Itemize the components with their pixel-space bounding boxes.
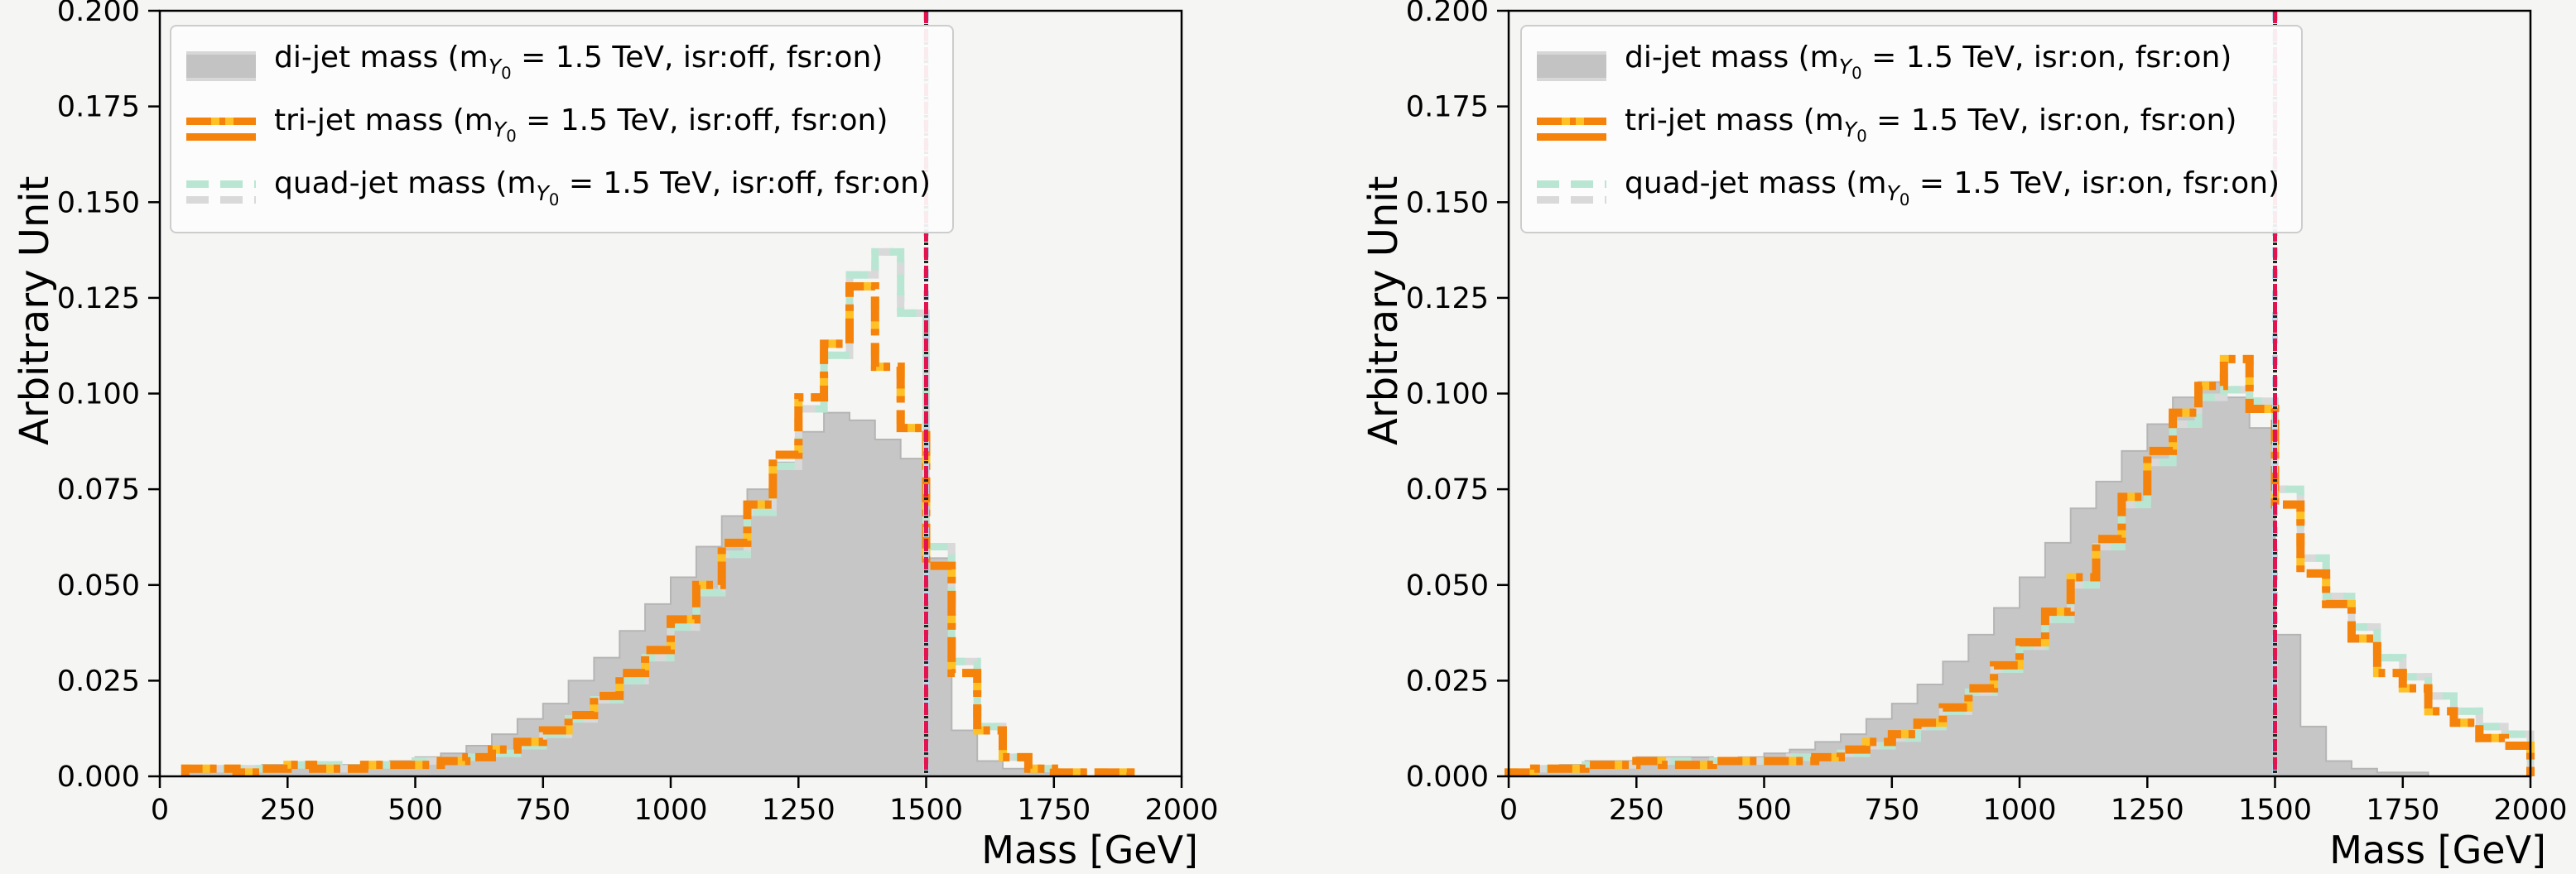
legend-label: di-jet mass (mY0 = 1.5 TeV, isr:on, fsr:… bbox=[1625, 41, 2232, 84]
trijet-hist bbox=[181, 282, 1135, 777]
y-tick-label: 0.025 bbox=[57, 665, 140, 698]
legend-label: di-jet mass (mY0 = 1.5 TeV, isr:off, fsr… bbox=[274, 41, 884, 84]
x-axis-label-left: Mass [GeV] bbox=[981, 828, 1198, 872]
legend-entry: di-jet mass (mY0 = 1.5 TeV, isr:off, fsr… bbox=[186, 40, 931, 92]
x-tick-label: 1750 bbox=[2366, 794, 2439, 827]
y-axis-ticks: 0.000 0.025 0.050 0.075 0.100 0.125 0.150 0.175… bbox=[57, 0, 160, 794]
orange-swatch bbox=[1537, 114, 1606, 144]
y-tick-label: 0.075 bbox=[1406, 473, 1489, 507]
legend-right: di-jet mass (mY0 = 1.5 TeV, isr:on, fsr:… bbox=[1520, 25, 2304, 233]
y-axis-label-left: Arbitrary Unit bbox=[12, 175, 58, 445]
swatch-line bbox=[1537, 117, 1606, 125]
x-tick-label: 1000 bbox=[1982, 794, 2056, 827]
legend-label: quad-jet mass (mY0 = 1.5 TeV, isr:off, f… bbox=[274, 166, 932, 209]
x-tick-label: 750 bbox=[515, 794, 571, 827]
y-tick-label: 0.050 bbox=[1406, 569, 1489, 603]
x-tick-label: 1000 bbox=[633, 794, 707, 827]
x-tick-label: 2000 bbox=[1144, 794, 1218, 827]
x-axis-label-right: Mass [GeV] bbox=[2329, 828, 2546, 872]
x-tick-label: 500 bbox=[1736, 794, 1792, 827]
x-tick-label: 250 bbox=[260, 794, 315, 827]
histogram-plot-right: 0 250 500 750 1000 1250 1500 1750 2000 0.000 0.025… bbox=[1406, 0, 2568, 827]
y-axis-ticks: 0.000 0.025 0.050 0.075 0.100 0.125 0.150 0.175… bbox=[1406, 0, 1509, 794]
trijet-hist bbox=[1505, 354, 2535, 777]
x-tick-label: 2000 bbox=[2493, 794, 2567, 827]
y-tick-label: 0.125 bbox=[57, 282, 140, 315]
x-tick-label: 1250 bbox=[2111, 794, 2184, 827]
legend-label: tri-jet mass (mY0 = 1.5 TeV, isr:off, fs… bbox=[274, 103, 888, 146]
x-tick-label: 1500 bbox=[2238, 794, 2312, 827]
y-tick-label: 0.200 bbox=[1406, 0, 1489, 28]
x-tick-label: 0 bbox=[1500, 794, 1518, 827]
orange-swatch bbox=[186, 114, 256, 144]
mint-swatch bbox=[1537, 177, 1606, 207]
swatch-line bbox=[186, 196, 256, 204]
legend-entry: quad-jet mass (mY0 = 1.5 TeV, isr:off, f… bbox=[186, 166, 931, 218]
legend-entry: di-jet mass (mY0 = 1.5 TeV, isr:on, fsr:… bbox=[1537, 40, 2280, 92]
x-tick-label: 0 bbox=[151, 794, 169, 827]
x-tick-label: 750 bbox=[1864, 794, 1919, 827]
dijet-hist bbox=[184, 411, 1081, 777]
x-tick-label: 1250 bbox=[762, 794, 835, 827]
swatch-line bbox=[1537, 132, 1606, 141]
y-tick-label: 0.175 bbox=[57, 91, 140, 124]
legend-label: quad-jet mass (mY0 = 1.5 TeV, isr:on, fs… bbox=[1625, 166, 2280, 209]
x-axis-ticks: 0 250 500 750 1000 1250 1500 1750 2000 bbox=[1500, 776, 2568, 827]
legend-entry: quad-jet mass (mY0 = 1.5 TeV, isr:on, fs… bbox=[1537, 166, 2280, 218]
x-tick-label: 1750 bbox=[1017, 794, 1091, 827]
swatch-line bbox=[186, 132, 256, 141]
y-tick-label: 0.150 bbox=[1406, 186, 1489, 219]
y-tick-label: 0.000 bbox=[57, 761, 140, 794]
legend-label: tri-jet mass (mY0 = 1.5 TeV, isr:on, fsr… bbox=[1625, 103, 2237, 146]
y-tick-label: 0.050 bbox=[57, 569, 140, 603]
swatch-line bbox=[1537, 180, 1606, 189]
y-tick-label: 0.125 bbox=[1406, 282, 1489, 315]
dijet-swatch bbox=[1537, 50, 1606, 81]
dijet-hist bbox=[1508, 381, 2429, 777]
legend-left: di-jet mass (mY0 = 1.5 TeV, isr:off, fsr… bbox=[170, 25, 955, 233]
y-tick-label: 0.200 bbox=[57, 0, 140, 28]
swatch-line bbox=[1537, 196, 1606, 204]
y-tick-label: 0.000 bbox=[1406, 761, 1489, 794]
x-axis-ticks: 0 250 500 750 1000 1250 1500 1750 2000 bbox=[151, 776, 1219, 827]
y-tick-label: 0.100 bbox=[57, 378, 140, 411]
y-tick-label: 0.150 bbox=[57, 186, 140, 219]
y-tick-label: 0.075 bbox=[57, 473, 140, 507]
x-tick-label: 500 bbox=[388, 794, 443, 827]
mint-swatch bbox=[186, 177, 256, 207]
x-tick-label: 250 bbox=[1609, 794, 1664, 827]
y-tick-label: 0.175 bbox=[1406, 91, 1489, 124]
swatch-line bbox=[186, 117, 256, 125]
y-axis-label-right: Arbitrary Unit bbox=[1360, 175, 1407, 445]
legend-entry: tri-jet mass (mY0 = 1.5 TeV, isr:on, fsr… bbox=[1537, 103, 2280, 155]
y-tick-label: 0.025 bbox=[1406, 665, 1489, 698]
legend-entry: tri-jet mass (mY0 = 1.5 TeV, isr:off, fs… bbox=[186, 103, 931, 155]
x-tick-label: 1500 bbox=[889, 794, 963, 827]
trijet-hist-underlay bbox=[1505, 354, 2535, 777]
swatch-line bbox=[186, 180, 256, 189]
dijet-swatch bbox=[186, 50, 256, 81]
y-tick-label: 0.100 bbox=[1406, 378, 1489, 411]
